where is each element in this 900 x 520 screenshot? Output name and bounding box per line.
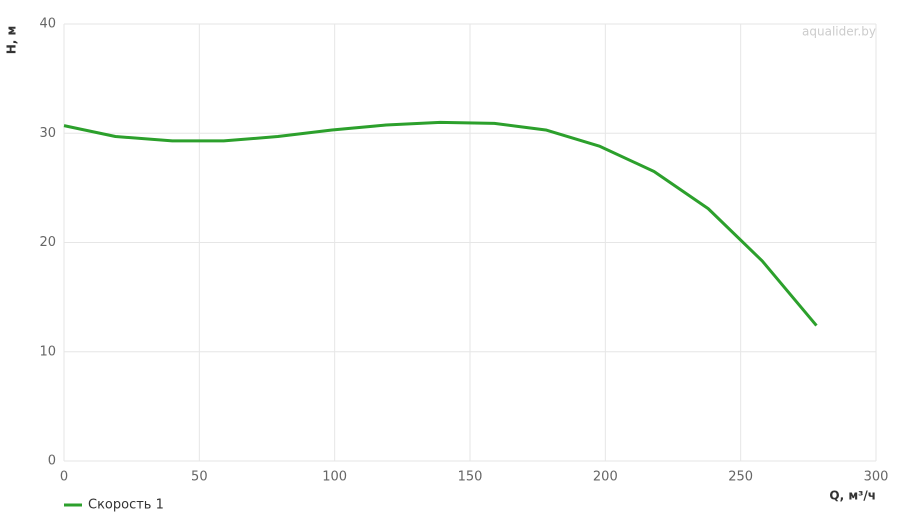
y-tick-label: 40	[39, 17, 56, 32]
legend-label: Скорость 1	[88, 498, 164, 513]
y-tick-label: 20	[39, 235, 56, 250]
x-tick-label: 50	[191, 470, 208, 485]
watermark: aqualider.by	[802, 25, 876, 39]
x-tick-label: 200	[593, 470, 618, 485]
line-series	[63, 120, 818, 327]
y-axis-label: H, м	[5, 26, 19, 55]
x-tick-label: 300	[864, 470, 889, 485]
x-tick-label: 250	[728, 470, 753, 485]
x-tick-label: 150	[458, 470, 483, 485]
y-tick-label: 0	[48, 454, 56, 469]
y-tick-label: 30	[39, 126, 56, 141]
y-tick-label: 10	[39, 344, 56, 359]
x-tick-label: 100	[322, 470, 347, 485]
x-axis-label: Q, м³/ч	[829, 489, 876, 503]
x-tick-label: 0	[60, 470, 68, 485]
